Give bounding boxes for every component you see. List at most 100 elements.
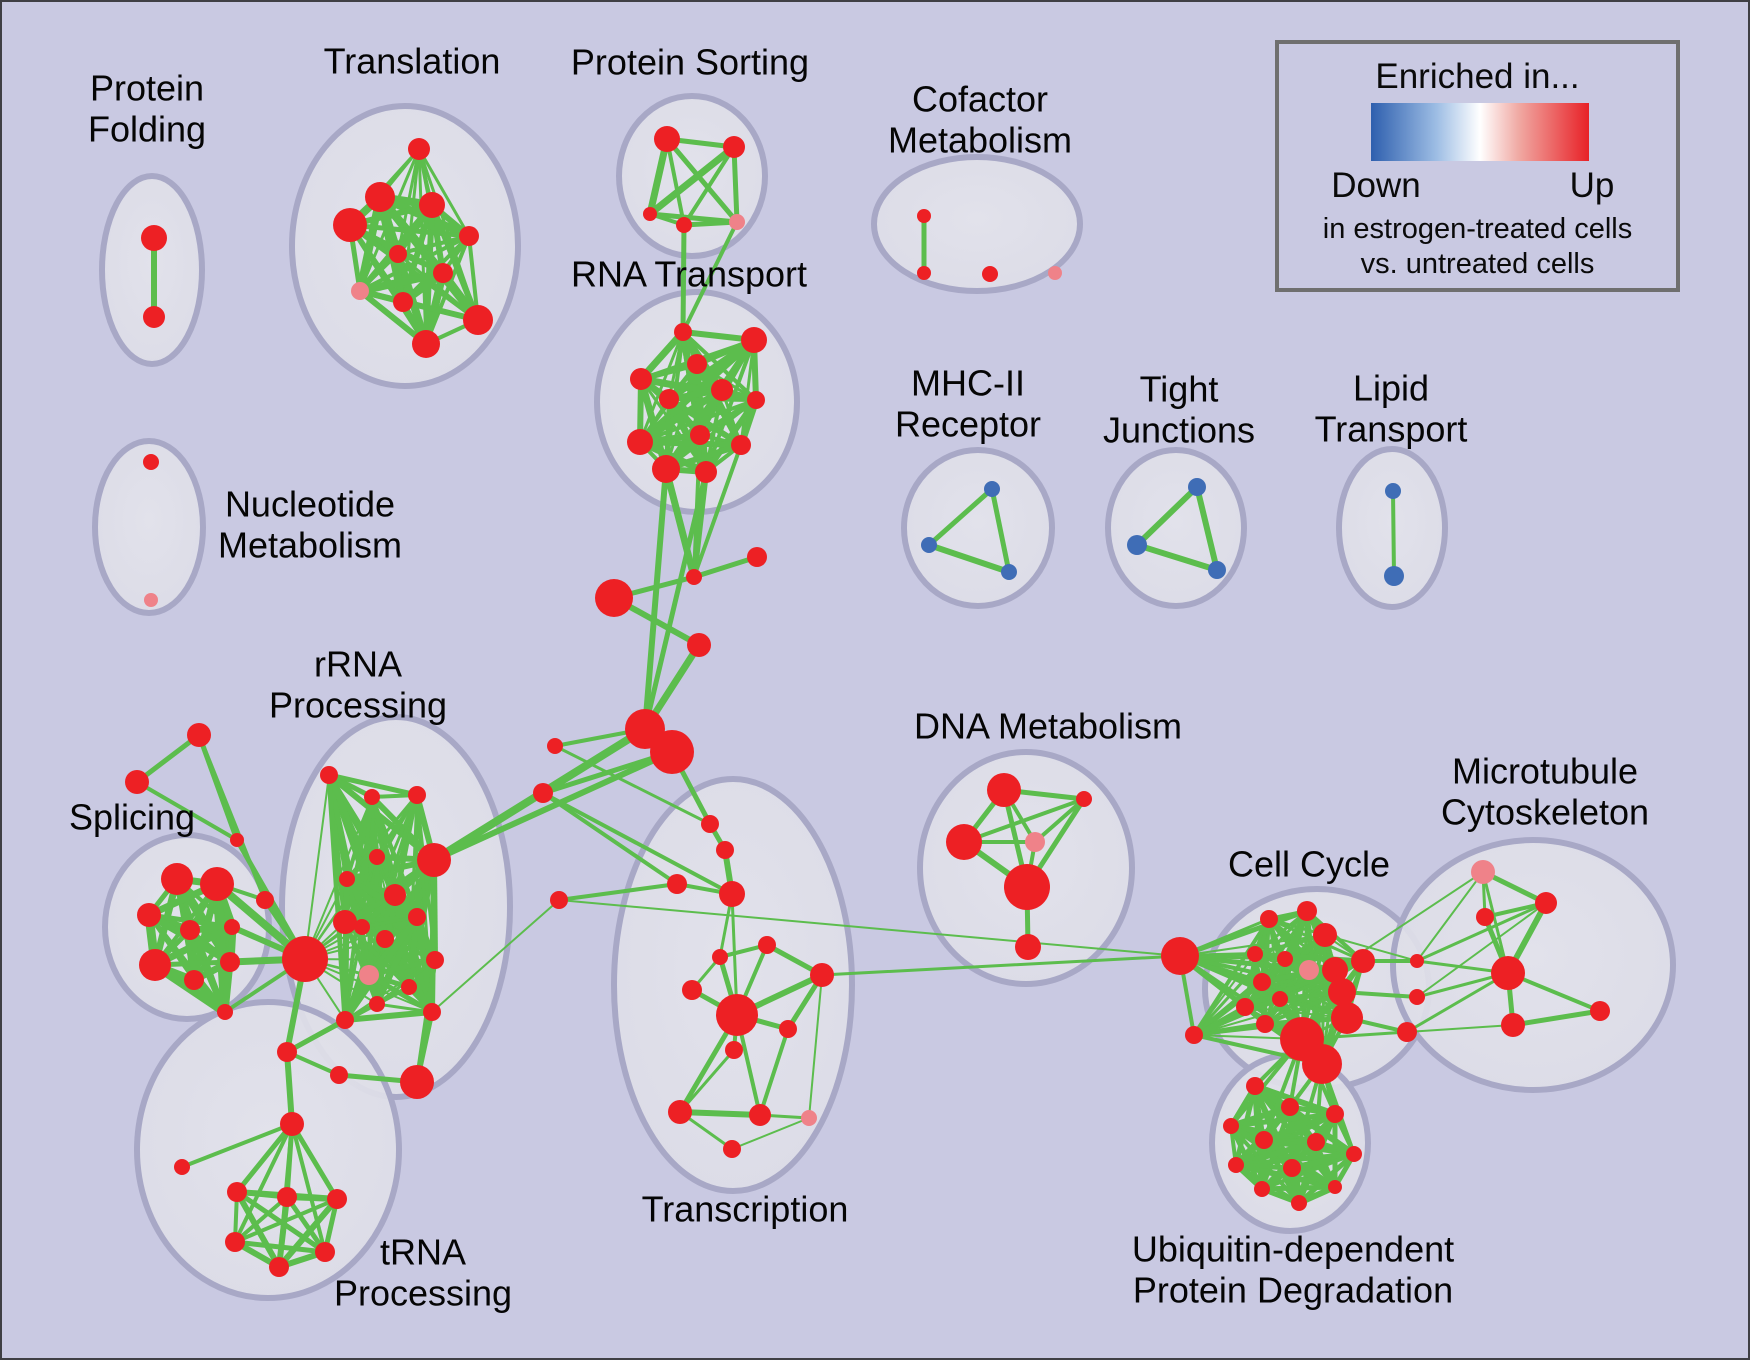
graph-node-tr4 bbox=[227, 1182, 247, 1202]
edge-r3-r5 bbox=[345, 793, 419, 881]
graph-node-t2 bbox=[125, 770, 149, 794]
graph-node-tj2 bbox=[1127, 535, 1147, 555]
graph-node-c12 bbox=[1236, 998, 1254, 1016]
edge-cb1-cb2 bbox=[691, 554, 760, 580]
graph-node-nm1 bbox=[143, 454, 159, 470]
edge-r3-r16 bbox=[415, 793, 434, 1014]
graph-node-cf1 bbox=[917, 209, 931, 223]
edge-tr6-tr7 bbox=[233, 1197, 339, 1244]
edge-tr1-tr2 bbox=[284, 1049, 295, 1127]
graph-node-tr1 bbox=[277, 1042, 297, 1062]
graph-node-tl1 bbox=[408, 138, 430, 160]
cluster-ellipse-microtubule-cytoskeleton bbox=[1390, 837, 1676, 1093]
graph-node-cf2 bbox=[917, 266, 931, 280]
edge-r1-r17 bbox=[326, 772, 348, 1023]
edge-r9-r11 bbox=[360, 915, 419, 929]
graph-node-rt12 bbox=[695, 461, 717, 483]
cluster-label-ubiquitin-degradation-line1: Ubiquitin-dependent bbox=[1132, 1229, 1454, 1270]
edge-cb6-hubB bbox=[431, 749, 675, 863]
graph-node-rt11 bbox=[652, 455, 680, 483]
graph-node-mh2 bbox=[921, 537, 937, 553]
graph-node-d5 bbox=[1004, 864, 1050, 910]
graph-node-hubB bbox=[417, 843, 451, 877]
legend-subtitle-line2: vs. untreated cells bbox=[1360, 248, 1595, 280]
graph-node-s1 bbox=[161, 863, 193, 895]
edge-tr2-tr4 bbox=[234, 1121, 295, 1195]
cluster-label-rna-transport-line1: RNA Transport bbox=[571, 254, 807, 295]
edge-tj1-tj2 bbox=[1134, 484, 1200, 548]
graph-node-u5 bbox=[1255, 1131, 1273, 1149]
graph-node-ps3 bbox=[643, 207, 657, 221]
graph-node-c9 bbox=[1322, 957, 1348, 983]
graph-node-cb3 bbox=[595, 579, 633, 617]
graph-node-tr2 bbox=[280, 1112, 304, 1136]
cluster-label-tight-junctions-line1: Tight bbox=[1140, 369, 1219, 410]
edge-t1-t2 bbox=[134, 732, 202, 785]
edge-tl5-tl8 bbox=[358, 234, 471, 293]
graph-node-c8 bbox=[1299, 960, 1319, 980]
graph-node-c5 bbox=[1313, 923, 1337, 947]
cluster-label-nucleotide-metabolism-line1: Nucleotide bbox=[225, 484, 395, 525]
cluster-label-microtubule-cytoskeleton-line2: Cytoskeleton bbox=[1441, 792, 1649, 833]
graph-node-mt5 bbox=[1501, 1013, 1525, 1037]
edge-ps4-rt1 bbox=[680, 222, 687, 335]
graph-node-mt3 bbox=[1476, 908, 1494, 926]
graph-node-r12 bbox=[359, 965, 379, 985]
graph-node-x6 bbox=[547, 738, 563, 754]
graph-node-cb4 bbox=[687, 633, 711, 657]
edge-b1-mt2 bbox=[1415, 901, 1548, 963]
graph-node-cb2 bbox=[747, 547, 767, 567]
edge-tr2-tr8 bbox=[290, 1122, 327, 1254]
cluster-label-protein-folding-line1: Protein bbox=[90, 68, 204, 109]
graph-node-x8 bbox=[712, 949, 728, 965]
edge-d2-d4 bbox=[1033, 797, 1086, 844]
edge-rt9-rt10 bbox=[637, 439, 744, 448]
graph-node-tl9 bbox=[393, 292, 413, 312]
graph-node-b3 bbox=[1397, 1022, 1417, 1042]
edge-tr2-tr6 bbox=[289, 1121, 340, 1202]
edge-tr2-tr7 bbox=[233, 1122, 294, 1244]
edge-x12-c1 bbox=[820, 954, 1182, 977]
edge-ps2-ps4 bbox=[682, 145, 736, 227]
graph-node-r5 bbox=[339, 871, 355, 887]
graph-node-rt1 bbox=[674, 323, 692, 341]
cluster-label-protein-sorting-line1: Protein Sorting bbox=[571, 42, 809, 83]
edge-c12-c18 bbox=[1243, 990, 1344, 1009]
graph-node-x15 bbox=[668, 1100, 692, 1124]
graph-node-ps4 bbox=[676, 217, 692, 233]
graph-node-mt6 bbox=[1590, 1001, 1610, 1021]
graph-node-rt10 bbox=[731, 435, 751, 455]
edge-rt2-rt12 bbox=[704, 338, 756, 474]
graph-node-lp2 bbox=[1384, 566, 1404, 586]
graph-node-r1 bbox=[320, 766, 338, 784]
graph-node-x16 bbox=[749, 1104, 771, 1126]
graph-node-x10 bbox=[682, 980, 702, 1000]
graph-node-s2 bbox=[200, 867, 234, 901]
graph-node-tr11 bbox=[400, 1065, 434, 1099]
edge-ps4-ps5 bbox=[681, 219, 740, 228]
graph-node-d1 bbox=[987, 773, 1021, 807]
cluster-label-lipid-transport-line2: Transport bbox=[1315, 409, 1468, 450]
graph-node-u10 bbox=[1328, 1180, 1342, 1194]
graph-node-d2 bbox=[1076, 791, 1092, 807]
graph-node-u8 bbox=[1228, 1157, 1244, 1173]
legend-up-label: Up bbox=[1569, 166, 1615, 205]
graph-node-c18 bbox=[1328, 978, 1356, 1006]
edge-c2-c3 bbox=[1192, 917, 1271, 1037]
graph-node-x13 bbox=[779, 1020, 797, 1038]
edge-tj2-tj3 bbox=[1134, 542, 1220, 573]
graph-node-nm2 bbox=[144, 593, 158, 607]
edge-tj1-tj3 bbox=[1194, 484, 1220, 573]
graph-node-s9 bbox=[217, 1004, 233, 1020]
edge-u10-u11 bbox=[1259, 1184, 1338, 1192]
graph-node-c11 bbox=[1272, 991, 1288, 1007]
graph-node-r2 bbox=[364, 789, 380, 805]
edge-tr5-tr8 bbox=[284, 1194, 328, 1255]
edge-ps2-ps5 bbox=[731, 144, 740, 225]
edge-x5-c1 bbox=[558, 899, 1181, 957]
cluster-label-ubiquitin-degradation-line2: Protein Degradation bbox=[1133, 1270, 1453, 1311]
graph-node-u9 bbox=[1283, 1159, 1301, 1177]
edge-b2-mt2 bbox=[1416, 902, 1547, 998]
